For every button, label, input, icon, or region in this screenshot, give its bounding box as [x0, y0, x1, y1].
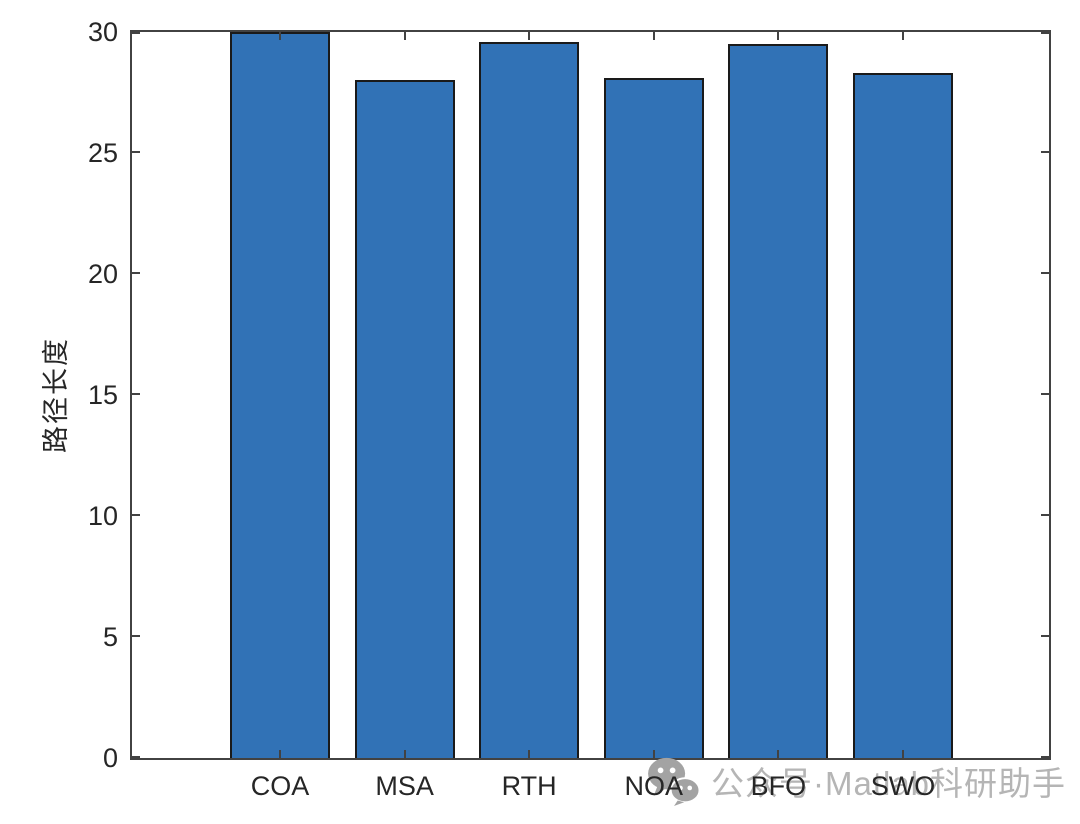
bar-bfo [728, 44, 829, 758]
y-tick-label-15: 15 [87, 380, 118, 410]
x-tick-bottom [652, 750, 655, 758]
y-tick-left [132, 635, 140, 637]
x-tick-bottom [403, 750, 406, 758]
bar-noa [603, 77, 704, 758]
y-tick-right [1041, 514, 1049, 516]
x-tick-top [777, 32, 780, 40]
y-tick-label-25: 25 [87, 138, 118, 168]
watermark-text: 公众号·Matlab科研助手 [711, 765, 1067, 802]
y-tick-left [132, 393, 140, 395]
bar-swo [853, 73, 953, 758]
x-tick-label-msa: MSA [375, 771, 434, 801]
x-tick-bottom [777, 750, 780, 758]
x-tick-top [279, 32, 281, 40]
x-tick-top [902, 32, 904, 40]
x-tick-top [403, 32, 406, 40]
plot-area [130, 30, 1051, 760]
y-tick-left [132, 151, 140, 153]
x-tick-top [528, 32, 531, 40]
x-tick-bottom [279, 750, 281, 758]
y-tick-right [1041, 393, 1049, 395]
x-tick-label-coa: COA [250, 771, 310, 801]
x-tick-label-noa: NOA [624, 771, 684, 801]
bar-rth [479, 41, 580, 758]
bar-coa [230, 32, 330, 758]
x-tick-label-bfo: BFO [750, 771, 807, 801]
y-tick-label-10: 10 [87, 501, 118, 531]
y-tick-label-0: 0 [102, 743, 118, 773]
y-tick-right [1041, 32, 1049, 34]
x-tick-bottom [902, 750, 904, 758]
y-tick-label-30: 30 [87, 17, 118, 47]
bar-msa [354, 80, 455, 758]
y-tick-label-20: 20 [87, 259, 118, 289]
x-tick-top [652, 32, 655, 40]
x-tick-label-swo: SWO [870, 771, 936, 801]
wechat-icon [648, 757, 701, 806]
y-tick-right [1041, 151, 1049, 153]
y-tick-right [1041, 635, 1049, 637]
y-tick-left [132, 514, 140, 516]
y-tick-left [132, 272, 140, 274]
y-tick-left [132, 32, 140, 34]
y-tick-right [1041, 272, 1049, 274]
x-tick-bottom [528, 750, 531, 758]
y-tick-label-5: 5 [102, 622, 118, 652]
watermark: 公众号·Matlab科研助手 [646, 754, 1066, 808]
y-tick-left [132, 756, 140, 758]
x-tick-label-rth: RTH [501, 771, 557, 801]
y-tick-right [1041, 756, 1049, 758]
